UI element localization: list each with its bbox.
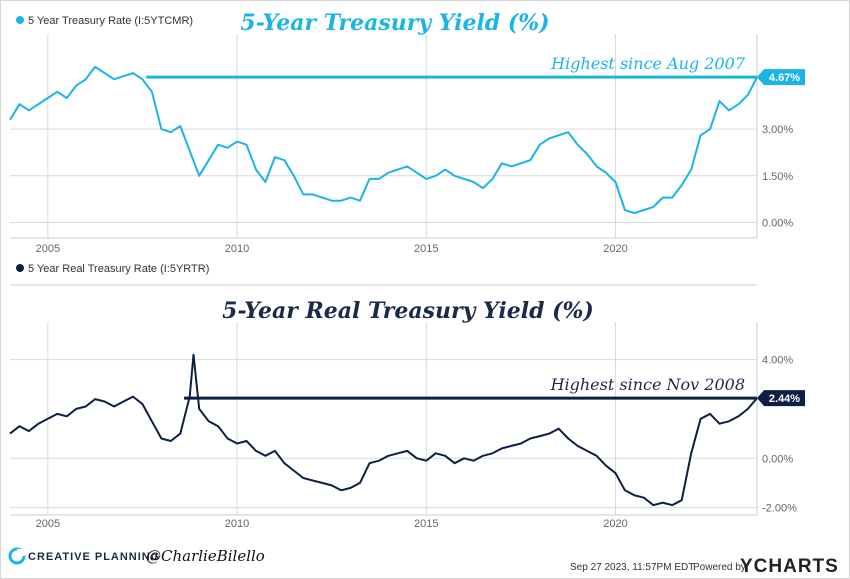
footer-date: Sep 27 2023, 11:57PM EDT.	[570, 562, 696, 573]
annotation-real: Highest since Nov 2008	[550, 375, 745, 394]
current-value-badge-nominal: 4.67%	[757, 69, 805, 86]
y-tick-label: 3.00%	[762, 124, 793, 136]
x-tick-label: 2010	[225, 518, 249, 530]
footer-powered-by: Powered by	[693, 562, 746, 573]
x-tick-label: 2005	[36, 518, 60, 530]
x-tick-label: 2020	[603, 518, 627, 530]
x-axis-bottom: 2005 2010 2015 2020	[36, 518, 628, 530]
current-value-badge-real: 2.44%	[757, 390, 805, 407]
creative-planning-logo-icon	[8, 547, 26, 565]
x-tick-label: 2005	[36, 243, 60, 255]
legend-nominal: 5 Year Treasury Rate (I:5YTCMR)	[28, 15, 193, 27]
panel-real: 5 Year Real Treasury Rate (I:5YRTR) 5-Ye…	[9, 263, 805, 530]
y-tick-label: 1.50%	[762, 171, 793, 183]
badge-shape	[757, 69, 805, 86]
x-axis-top: 2005 2010 2015 2020	[36, 243, 628, 255]
y-axis-top: 0.00% 1.50% 3.00%	[762, 124, 793, 229]
current-value-nominal: 4.67%	[769, 72, 800, 84]
legend-dot-icon	[16, 16, 24, 24]
footer-brand: CREATIVE PLANNING	[28, 551, 160, 563]
x-tick-label: 2010	[225, 243, 249, 255]
annotation-nominal: Highest since Aug 2007	[550, 54, 746, 73]
y-tick-label: 4.00%	[762, 355, 793, 367]
y-tick-label: -2.00%	[762, 503, 797, 515]
panel-nominal: 5 Year Treasury Rate (I:5YTCMR) 5-Year T…	[9, 10, 805, 255]
grid-top	[10, 34, 758, 239]
x-tick-label: 2015	[414, 243, 438, 255]
series-line-nominal	[9, 65, 758, 215]
chart-title-nominal: 5-Year Treasury Yield (%)	[240, 10, 549, 36]
footer: CREATIVE PLANNING @CharlieBilello Sep 27…	[8, 547, 839, 577]
ycharts-logo: YCHARTS	[740, 556, 839, 577]
chart-title-real: 5-Year Real Treasury Yield (%)	[222, 298, 594, 324]
y-tick-label: 0.00%	[762, 453, 793, 465]
y-axis-bottom: -2.00% 0.00% 4.00%	[762, 355, 797, 515]
x-tick-label: 2020	[603, 243, 627, 255]
legend-real: 5 Year Real Treasury Rate (I:5YRTR)	[28, 263, 209, 275]
footer-handle: @CharlieBilello	[146, 547, 265, 565]
legend-dot-icon	[16, 264, 24, 272]
badge-shape	[757, 390, 805, 407]
x-tick-label: 2015	[414, 518, 438, 530]
series-line-real	[9, 353, 758, 507]
grid-bottom	[10, 322, 758, 516]
y-tick-label: 0.00%	[762, 217, 793, 229]
current-value-real: 2.44%	[769, 393, 800, 405]
